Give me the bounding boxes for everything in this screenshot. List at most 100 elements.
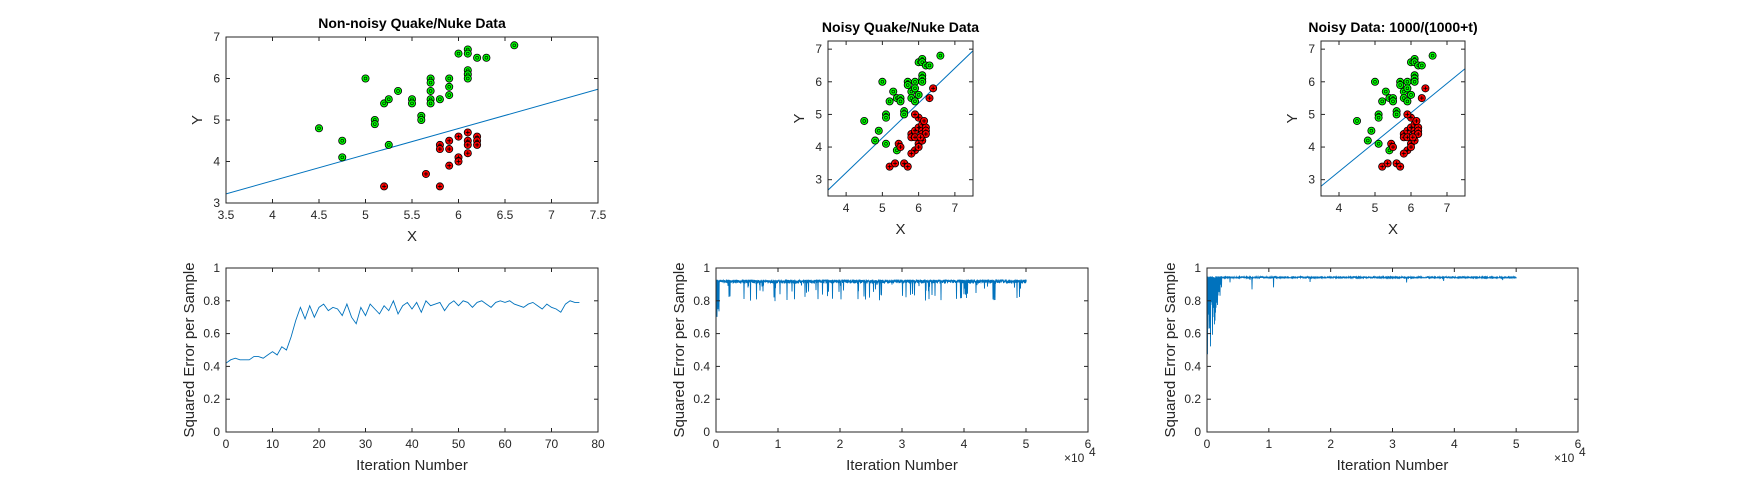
- marker-o-inner: [1355, 119, 1359, 123]
- data-point-quake: [1403, 97, 1412, 106]
- data-point-nuke: [445, 161, 454, 170]
- marker-o-inner: [1369, 129, 1374, 133]
- y-axis-label: Squared Error per Sample: [181, 262, 198, 437]
- marker-circle: [314, 124, 323, 133]
- y-tick-label: 3: [815, 173, 822, 187]
- marker-o-inner: [512, 43, 516, 47]
- marker-o-inner: [410, 101, 414, 106]
- marker-circle: [860, 116, 869, 125]
- marker-o-inner: [884, 115, 888, 120]
- data-point-nuke: [903, 162, 912, 171]
- data-point-nuke: [473, 140, 482, 149]
- marker-o-inner: [938, 53, 943, 58]
- data-point-quake: [1353, 116, 1362, 125]
- marker-o-inner: [916, 93, 921, 97]
- regression-line: [828, 50, 973, 191]
- data-point-quake: [463, 74, 472, 83]
- y-tick-label: 0: [1194, 425, 1201, 439]
- x-tick-label: 10: [266, 437, 280, 451]
- marker-circle: [1407, 90, 1416, 99]
- data-point-nuke: [463, 128, 472, 137]
- data-point-quake: [445, 82, 454, 91]
- marker-o-inner: [428, 101, 433, 106]
- y-tick-label: 0.6: [203, 327, 220, 341]
- marker-circle: [1403, 97, 1412, 106]
- data-point-nuke: [454, 132, 463, 141]
- data-point-nuke: [911, 110, 920, 119]
- marker-circle: [1403, 84, 1412, 93]
- x-tick-label: 40: [405, 437, 419, 451]
- marker-circle: [445, 91, 454, 100]
- data-point-quake: [1410, 77, 1419, 86]
- marker-o-inner: [1398, 83, 1402, 87]
- marker-o-inner: [1376, 142, 1381, 146]
- regression-line: [1321, 68, 1465, 187]
- marker-circle: [914, 90, 923, 99]
- x-tick-label: 3: [1389, 437, 1396, 451]
- y-tick-label: 0.2: [1184, 392, 1201, 406]
- marker-o-inner: [913, 99, 917, 104]
- x-tick-label: 5: [879, 201, 886, 215]
- marker-circle: [384, 95, 393, 104]
- x-tick-label: 2: [837, 437, 844, 451]
- ticks: 4 5 6 7 3 4 5 6 7: [1308, 41, 1465, 215]
- data-point-quake: [463, 49, 472, 58]
- x-tick-label: 6: [1408, 201, 1415, 215]
- plot-area: [716, 278, 1027, 317]
- data-point-quake: [1403, 84, 1412, 93]
- ticks: 0 1 2 3 4 5 6 0 0.2 0.4 0.6 0.8 1: [693, 261, 1091, 451]
- data-point-quake: [510, 41, 519, 50]
- marker-o-inner: [862, 119, 866, 123]
- data-point-quake: [936, 51, 945, 60]
- marker-o-inner: [475, 56, 479, 60]
- axes-frame: [1206, 267, 1579, 433]
- data-point-quake: [1403, 77, 1412, 86]
- marker-circle: [338, 153, 347, 162]
- data-point-quake: [882, 139, 891, 148]
- marker-circle: [911, 97, 920, 106]
- marker-circle: [936, 51, 945, 60]
- axes-background: [828, 41, 973, 196]
- marker-o-inner: [484, 56, 489, 60]
- x-tick-label: 3.5: [218, 208, 235, 222]
- x-tick-label: 4.5: [311, 208, 328, 222]
- marker-circle: [874, 126, 883, 135]
- marker-circle: [1381, 87, 1390, 96]
- y-tick-label: 7: [815, 42, 822, 56]
- axes-background: [226, 268, 598, 432]
- x-axis-label: X: [895, 221, 905, 238]
- marker-circle: [878, 77, 887, 86]
- ticks: 0 10 20 30 40 50 60 70 80 0 0.2 0.4 0.6 0.8 1: [203, 261, 605, 451]
- y-tick-label: 5: [815, 107, 822, 121]
- data-point-quake: [900, 110, 909, 119]
- data-point-quake: [878, 77, 887, 86]
- marker-circle: [871, 136, 880, 145]
- x-tick-label: 80: [591, 437, 605, 451]
- data-point-nuke: [435, 145, 444, 154]
- y-tick-label: 4: [815, 140, 822, 154]
- marker-o-inner: [873, 138, 877, 143]
- x-tick-label: 7: [952, 201, 959, 215]
- marker-o-inner: [340, 139, 344, 143]
- data-point-quake: [1371, 77, 1380, 86]
- y-tick-label: 0.8: [1184, 294, 1201, 308]
- marker-circle: [1378, 97, 1387, 106]
- marker-o-inner: [1412, 80, 1417, 84]
- data-point-nuke: [1396, 162, 1405, 171]
- data-point-quake: [394, 86, 403, 95]
- marker-circle: [885, 97, 894, 106]
- data-point-nuke: [907, 149, 916, 158]
- x-tick-label: 0: [223, 437, 230, 451]
- marker-o-inner: [891, 89, 895, 94]
- marker-o-inner: [466, 76, 470, 81]
- plot-area: [226, 299, 580, 364]
- x-tick-label: 6: [455, 208, 462, 222]
- marker-circle: [1392, 110, 1401, 119]
- data-point-quake: [314, 124, 323, 133]
- scatter-non-noisy: 3.5 4 4.5 5 5.5 6 6.5 7 7.5 3 4 5 6 7 X Y Non-noisy Quak…: [189, 15, 607, 245]
- marker-o-inner: [1366, 138, 1370, 143]
- data-point-nuke: [463, 149, 472, 158]
- data-point-quake: [914, 90, 923, 99]
- y-tick-label: 1: [1194, 261, 1201, 275]
- y-tick-label: 7: [213, 30, 220, 44]
